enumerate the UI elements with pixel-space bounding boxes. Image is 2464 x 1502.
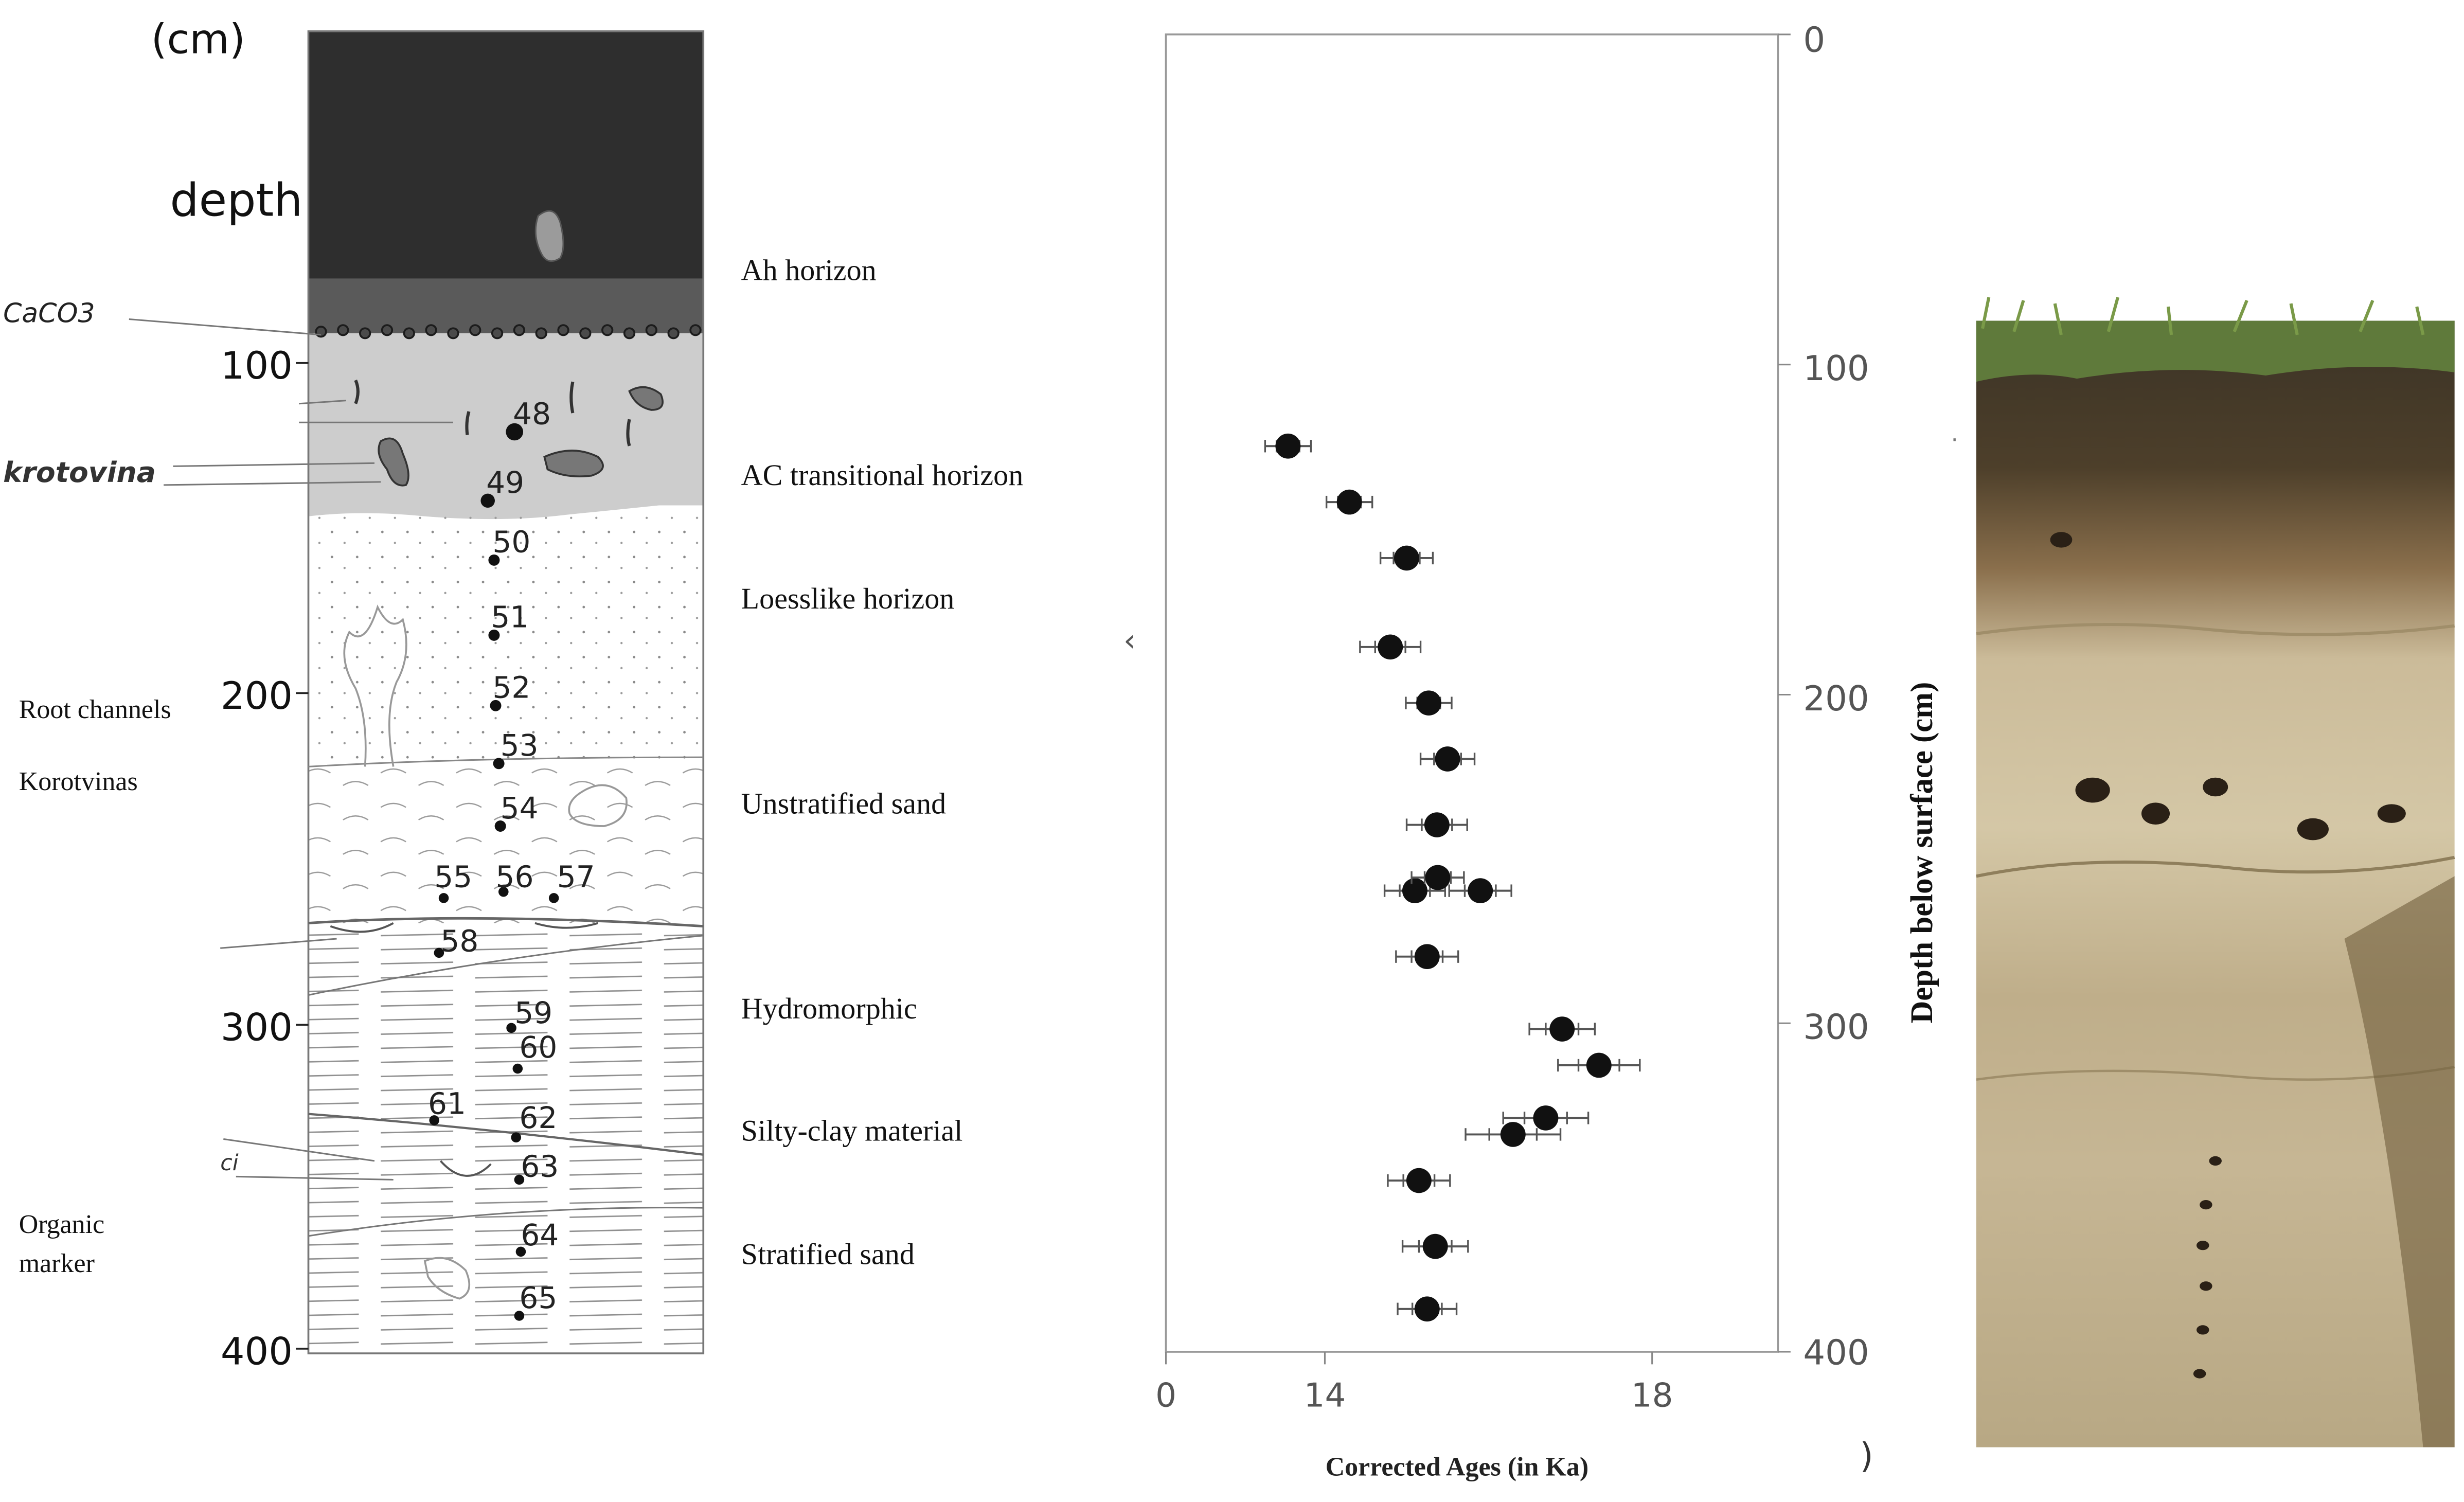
caco3-nodules	[315, 324, 702, 339]
sample-label-63: 63	[521, 1149, 559, 1184]
krotovina-label: krotovina	[3, 456, 156, 489]
chart-plot-frame	[1165, 33, 1779, 1353]
soil-profile-photo	[1976, 297, 2455, 1447]
krotovina-blob	[628, 386, 664, 411]
data-point-57	[1468, 878, 1493, 903]
soil-column: 100 200 300 400 (cm) depth CaCO3 krotovi…	[3, 15, 705, 1374]
sample-label-59: 59	[514, 995, 552, 1030]
data-point-58	[1414, 944, 1440, 970]
horizon-label-stratified-sand: Stratified sand	[741, 1238, 915, 1271]
sample-label-64: 64	[521, 1218, 559, 1253]
sample-label-61: 61	[428, 1086, 466, 1121]
y-tick-label-200: 200	[1803, 678, 1869, 719]
sample-label-51: 51	[491, 600, 529, 635]
stray-mark: ‹	[1123, 622, 1136, 658]
data-point-64	[1422, 1233, 1448, 1259]
tick-label-400: 400	[221, 1330, 293, 1374]
root-channel-shape	[343, 604, 407, 767]
data-point-61	[1533, 1105, 1559, 1131]
sample-label-52: 52	[492, 670, 530, 705]
sample-label-60: 60	[519, 1030, 557, 1065]
horizon-label-hydromorphic: Hydromorphic	[741, 992, 917, 1025]
stray-paren: )	[1860, 1436, 1873, 1476]
sample-label-65: 65	[519, 1280, 557, 1315]
data-point-50	[1394, 545, 1419, 571]
age-chart: ‹ 0 14 18 Corrected Ages (in Ka) ) 0 100…	[1123, 20, 1939, 1482]
data-point-52	[1416, 690, 1441, 716]
column-depth-label: depth	[170, 174, 302, 227]
krotovina-blob	[378, 437, 409, 487]
data-point-62	[1500, 1122, 1526, 1147]
sample-label-58: 58	[440, 923, 478, 958]
korotvinas-label: Korotvinas	[19, 767, 138, 796]
sample-label-57: 57	[557, 860, 595, 895]
data-point-54	[1424, 812, 1450, 837]
data-point-60	[1586, 1052, 1612, 1078]
caco3-label: CaCO3	[3, 298, 95, 329]
unstratified-sand-layer	[308, 766, 704, 923]
data-point-65	[1414, 1296, 1440, 1322]
sample-label-55: 55	[434, 860, 472, 895]
horizon-label-ah: Ah horizon	[741, 254, 877, 287]
sample-label-49: 49	[486, 465, 524, 500]
organic-marker-label-line1: Organic	[19, 1210, 105, 1239]
loess-layer	[308, 516, 704, 767]
ci-label: ci	[220, 1150, 239, 1176]
horizon-labels: Ah horizon AC transitional horizon Loess…	[741, 254, 1024, 1271]
x-tick-label-0: 0	[1155, 1377, 1176, 1415]
data-point-53	[1435, 746, 1460, 772]
column-depth-ticks	[296, 362, 309, 1350]
y-tick-label-400: 400	[1803, 1333, 1869, 1373]
tick-label-100: 100	[221, 344, 293, 388]
data-point-49	[1336, 489, 1362, 515]
photo-edge-marks: .	[1951, 421, 1958, 447]
horizon-label-unstratified-sand: Unstratified sand	[741, 787, 947, 820]
horizon-label-ac: AC transitional horizon	[741, 458, 1024, 492]
stratified-layer	[308, 923, 704, 1349]
column-unit-label: (cm)	[151, 15, 245, 63]
x-tick-label-18: 18	[1631, 1377, 1673, 1415]
tick-label-200: 200	[221, 674, 293, 718]
sample-label-62: 62	[519, 1100, 557, 1135]
y-tick-label-0: 0	[1803, 20, 1825, 60]
sample-label-53: 53	[501, 728, 539, 763]
data-point-48	[1275, 433, 1301, 459]
sample-label-50: 50	[492, 525, 530, 560]
data-point-55	[1402, 878, 1427, 903]
organic-marker-label-line2: marker	[19, 1249, 95, 1278]
horizon-label-loesslike: Loesslike horizon	[741, 582, 955, 615]
krotovina-blob	[534, 210, 564, 262]
column-samples: 48 49 50 51 52 53 54 55 56 57 58 59 60 6…	[428, 396, 595, 1321]
horizon-label-silty-clay: Silty-clay material	[741, 1114, 963, 1148]
transition-band-layer	[308, 278, 704, 333]
x-axis-ticks	[1165, 1352, 1653, 1365]
data-point-59	[1549, 1016, 1575, 1042]
tick-label-300: 300	[221, 1006, 293, 1050]
chart-points	[1264, 433, 1641, 1322]
root-channels-label: Root channels	[19, 695, 171, 724]
y-axis-label: Depth below surface (cm)	[1905, 682, 1939, 1024]
sample-label-48: 48	[513, 396, 551, 431]
data-point-56	[1425, 865, 1451, 890]
y-tick-label-300: 300	[1803, 1007, 1869, 1047]
y-axis-ticks	[1778, 33, 1791, 1353]
ah-horizon-layer	[308, 31, 704, 282]
sample-label-56: 56	[496, 860, 534, 895]
photo-burrow-holes	[2050, 532, 2406, 1379]
sample-label-54: 54	[501, 791, 539, 826]
krotovina-blob	[543, 450, 604, 477]
x-axis-label: Corrected Ages (in Ka)	[1326, 1452, 1589, 1481]
data-point-63	[1406, 1168, 1432, 1193]
data-point-51	[1378, 634, 1403, 660]
x-tick-label-14: 14	[1304, 1377, 1346, 1415]
y-tick-label-100: 100	[1803, 348, 1869, 388]
